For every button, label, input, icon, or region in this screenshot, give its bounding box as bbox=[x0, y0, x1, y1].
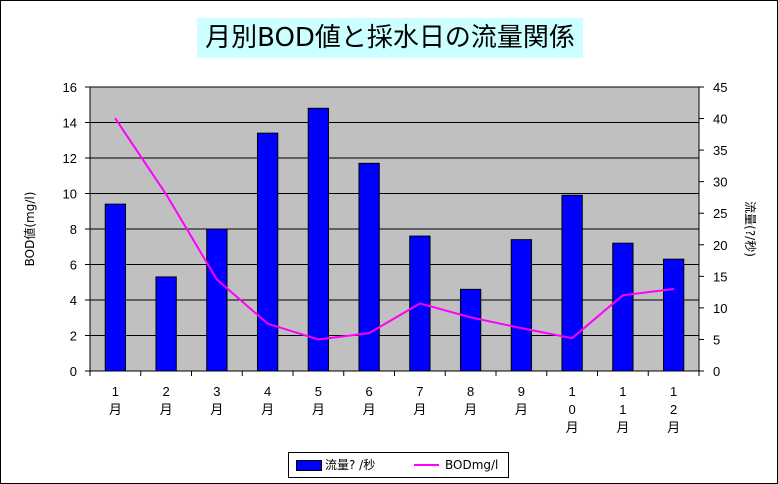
bod-point bbox=[216, 278, 218, 281]
legend-swatch-flow bbox=[296, 460, 322, 471]
y-left-tick-label: 2 bbox=[70, 329, 77, 344]
bar bbox=[256, 132, 279, 372]
y-right-tick-label: 20 bbox=[713, 238, 727, 253]
y-left-tick-label: 4 bbox=[70, 293, 77, 308]
bod-point bbox=[114, 117, 117, 120]
legend-label-bod: BODmg/l bbox=[445, 458, 499, 472]
y-left-tick-label: 14 bbox=[63, 116, 77, 131]
bar bbox=[307, 107, 330, 372]
y-left-tick-label: 8 bbox=[70, 222, 77, 237]
bod-point bbox=[520, 327, 523, 329]
bar bbox=[104, 203, 127, 372]
y-left-tick-label: 16 bbox=[63, 80, 77, 95]
y-right-tick-label: 25 bbox=[713, 206, 727, 221]
legend-swatch-bod bbox=[414, 464, 439, 466]
bar bbox=[662, 258, 685, 372]
y-axis-right-title: 流量(?/秒) bbox=[743, 201, 757, 257]
y-left-tick-label: 12 bbox=[63, 151, 77, 166]
y-right-tick-label: 15 bbox=[713, 269, 727, 284]
y-left-tick-label: 6 bbox=[70, 258, 77, 273]
bar bbox=[206, 228, 228, 372]
y-left-tick-label: 0 bbox=[70, 364, 77, 379]
bod-point bbox=[622, 294, 624, 297]
line-series bbox=[114, 117, 675, 341]
bod-point bbox=[368, 332, 370, 334]
bar bbox=[155, 276, 177, 372]
y-right-tick-label: 45 bbox=[713, 80, 727, 95]
y-right-tick-label: 5 bbox=[713, 332, 720, 347]
bar-series bbox=[104, 107, 685, 372]
bar bbox=[612, 242, 634, 372]
bar bbox=[459, 288, 482, 372]
y-right-tick-label: 40 bbox=[713, 112, 727, 127]
bod-point bbox=[419, 302, 421, 305]
y-left-tick-label: 10 bbox=[63, 187, 77, 202]
y-right-tick-label: 30 bbox=[713, 175, 727, 190]
bar bbox=[561, 194, 583, 372]
y-right-tick-label: 0 bbox=[713, 364, 720, 379]
bod-point bbox=[672, 288, 675, 290]
axes: 0 2 4 6 8 10 12 14 16 0 5 10 15 20 25 30 35 40 45 1 月 2 月 3 月 4 月 5… bbox=[63, 80, 728, 435]
bod-point bbox=[571, 337, 573, 339]
bod-point bbox=[317, 338, 320, 341]
legend-label-flow: 流量? /秒 bbox=[325, 458, 376, 472]
legend: 流量? /秒 BODmg/l bbox=[288, 452, 509, 478]
y-axis-left-title: BOD値(mg/l) bbox=[22, 192, 37, 267]
gridlines bbox=[90, 122, 699, 336]
bod-point bbox=[266, 322, 269, 325]
bod-point bbox=[469, 316, 472, 319]
bar bbox=[358, 162, 380, 372]
chart-title: 月別BOD値と採水日の流量関係 bbox=[197, 18, 583, 58]
bar bbox=[510, 239, 533, 372]
y-right-tick-label: 10 bbox=[713, 301, 727, 316]
y-right-tick-label: 35 bbox=[713, 143, 727, 158]
bod-line bbox=[114, 117, 674, 341]
bod-point bbox=[165, 193, 167, 196]
